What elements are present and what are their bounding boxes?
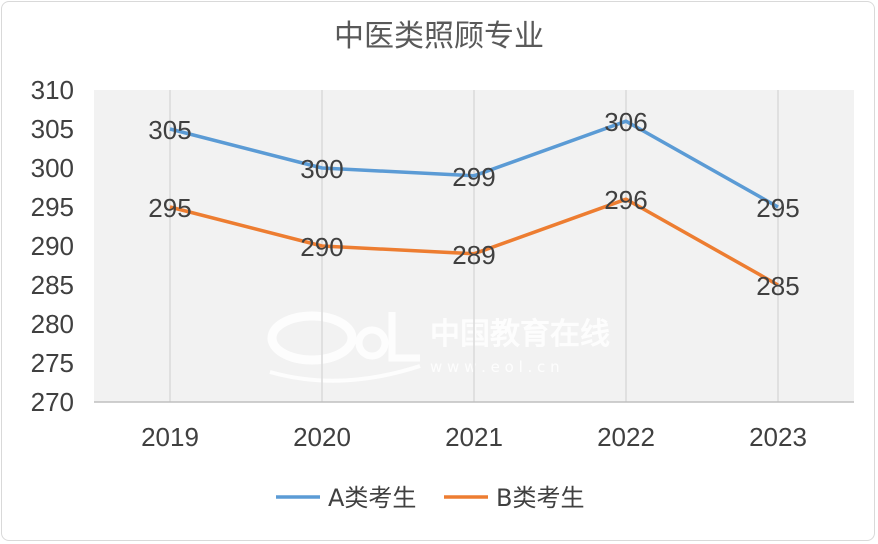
- x-tick-label: 2022: [597, 422, 655, 452]
- y-tick-label: 270: [31, 387, 74, 417]
- y-tick-label: 295: [31, 192, 74, 222]
- x-tick-label: 2019: [141, 422, 199, 452]
- y-axis: 310 305 300 295 290 285 280 275 270: [31, 75, 74, 417]
- y-tick-label: 300: [31, 153, 74, 183]
- x-tick-label: 2020: [293, 422, 351, 452]
- data-label: 289: [452, 240, 495, 270]
- data-label: 299: [452, 162, 495, 192]
- data-label: 295: [756, 193, 799, 223]
- data-label: 306: [604, 107, 647, 137]
- data-label: 285: [756, 271, 799, 301]
- legend: A类考生 B类考生: [276, 484, 584, 512]
- y-tick-label: 310: [31, 75, 74, 105]
- y-tick-label: 285: [31, 270, 74, 300]
- watermark: 中国教育在线 w w w . e o l . c n: [267, 311, 610, 383]
- watermark-url: w w w . e o l . c n: [430, 358, 560, 376]
- chart-title: 中医类照顾专业: [334, 19, 544, 54]
- data-label: 296: [604, 185, 647, 215]
- y-tick-label: 305: [31, 114, 74, 144]
- data-label: 290: [300, 232, 343, 262]
- data-label: 295: [148, 193, 191, 223]
- watermark-text: 中国教育在线: [430, 317, 610, 352]
- series-line-1: [169, 197, 779, 287]
- x-tick-label: 2023: [749, 422, 807, 452]
- data-label: 300: [300, 154, 343, 184]
- series-lines: [169, 119, 779, 287]
- series-line-0: [169, 119, 779, 209]
- data-label: 305: [148, 115, 191, 145]
- x-axis-ticks: 2019 2020 2021 2022 2023: [141, 422, 807, 452]
- data-labels: 305 300 299 306 295 295 290 289 296 285: [148, 107, 799, 301]
- legend-label: B类考生: [496, 484, 584, 512]
- x-tick-label: 2021: [445, 422, 503, 452]
- y-tick-label: 275: [31, 348, 74, 378]
- legend-label: A类考生: [328, 484, 416, 512]
- y-tick-label: 290: [31, 231, 74, 261]
- eol-logo-icon: [267, 311, 421, 383]
- y-tick-label: 280: [31, 309, 74, 339]
